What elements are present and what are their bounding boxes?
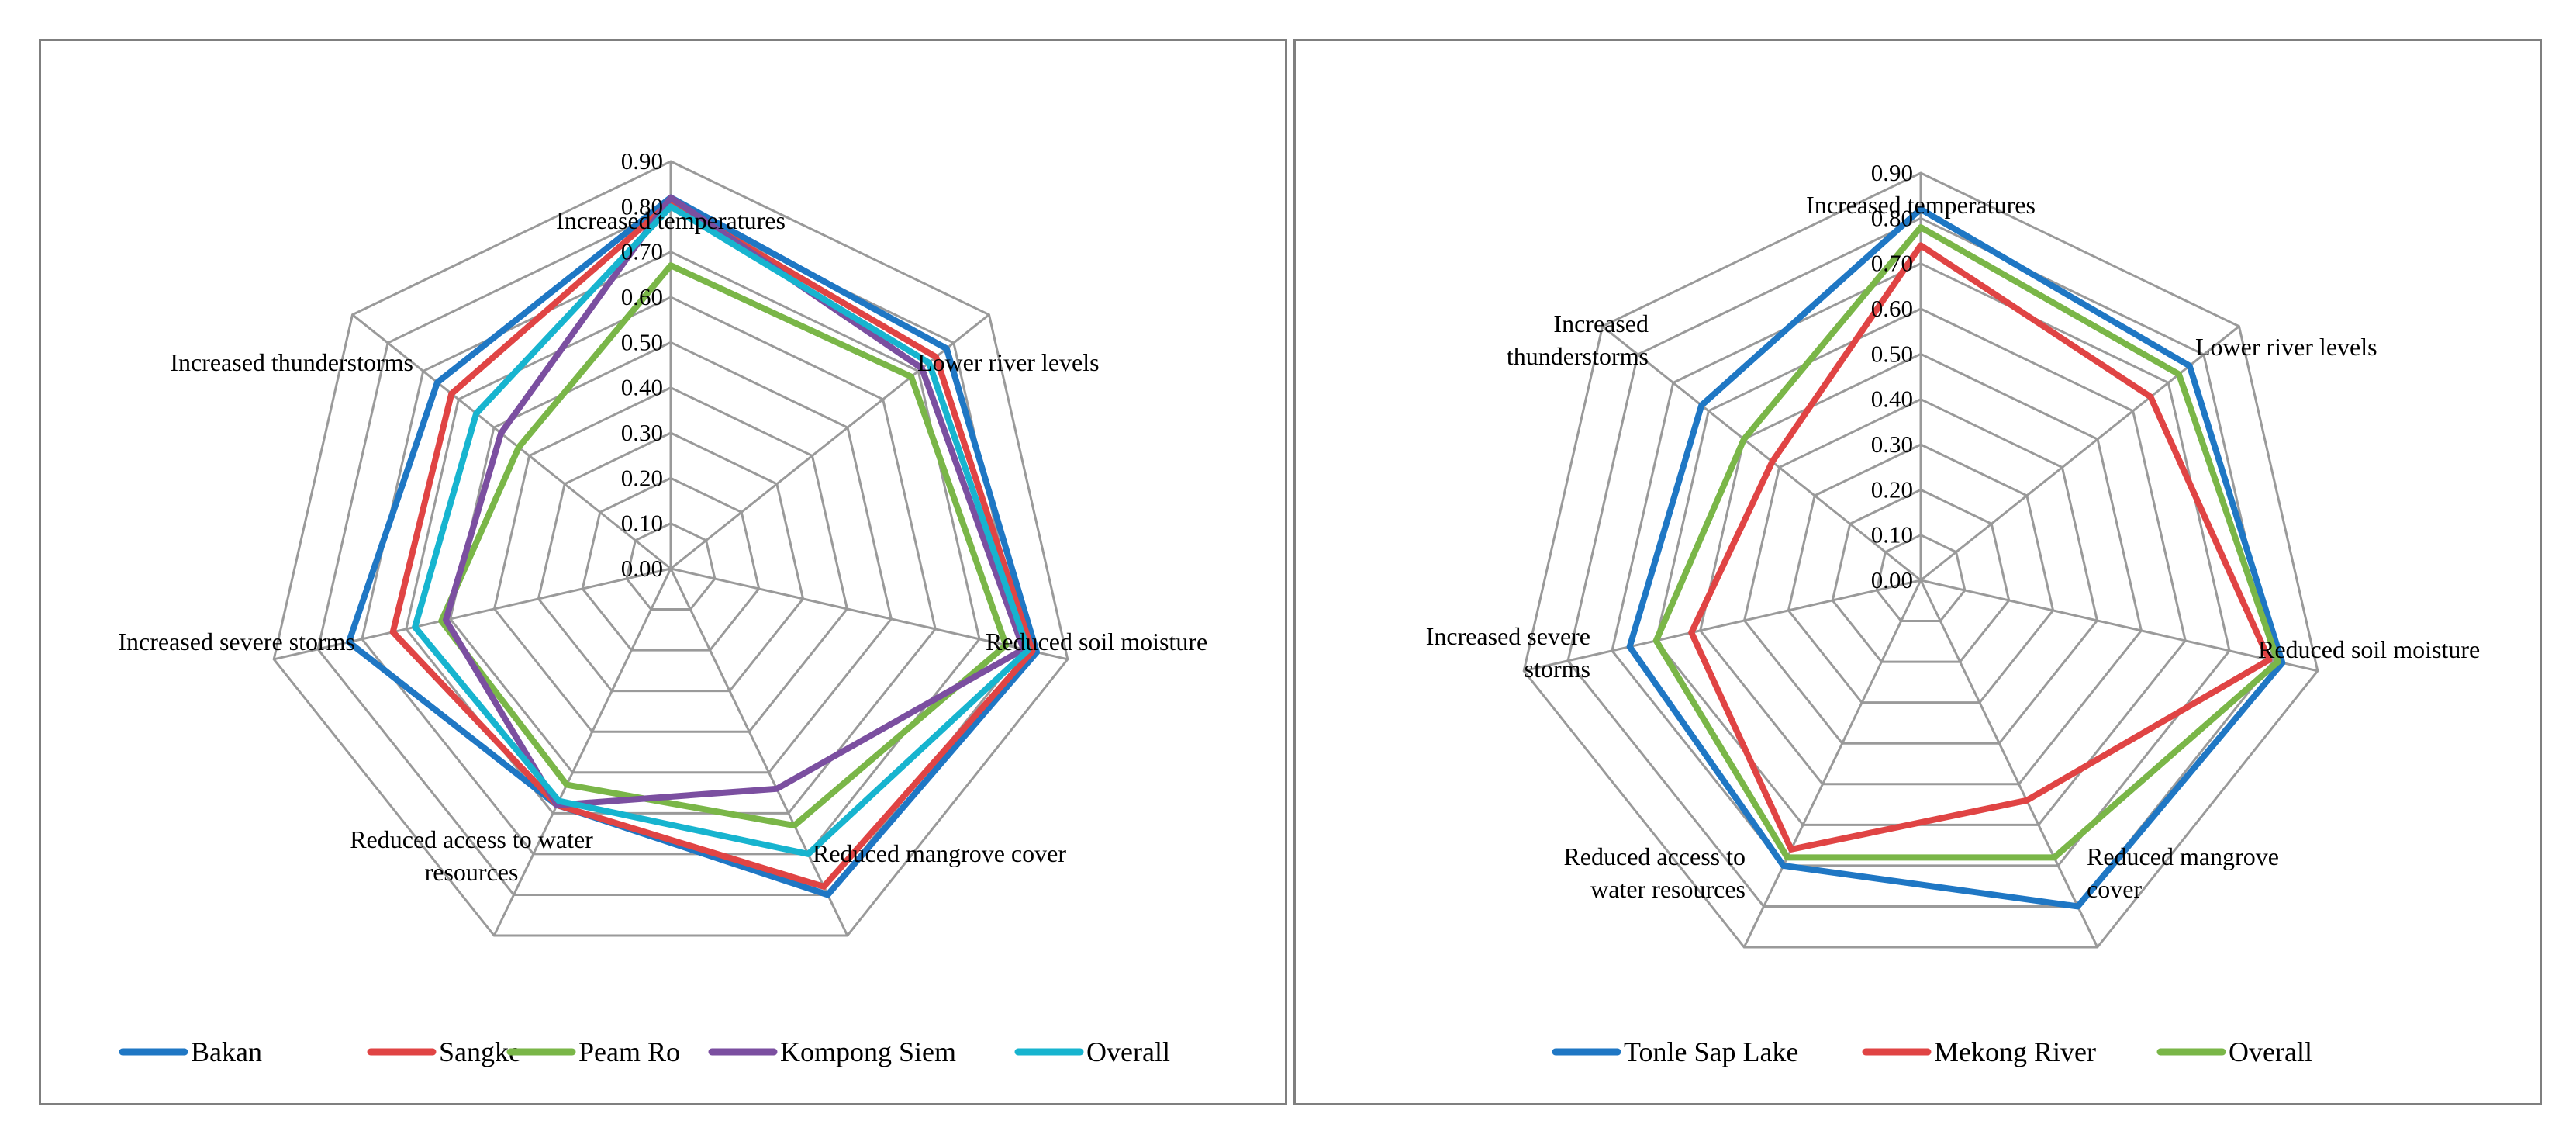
tick-labels: 0.00 0.10 0.20 0.30 0.40 0.50 0.60 0.70 0.80 0.90 — [621, 147, 663, 582]
axis-label: Reduced mangrove cover — [813, 839, 1066, 867]
grid-spoke — [670, 567, 1069, 661]
right-radar-chart: 0.00 0.10 0.20 0.30 0.40 0.50 0.60 0.70 0.80 0.90… — [1426, 159, 2480, 1067]
tick-label: 0.70 — [621, 238, 663, 265]
legend-label: Peam Ro — [578, 1036, 680, 1067]
series-line-kompong-siem — [442, 194, 1027, 808]
grid-ring — [1566, 216, 2275, 908]
axis-label: Lower river levels — [2195, 333, 2377, 361]
legend-label: Kompong Siem — [780, 1036, 956, 1067]
grid-ring — [1611, 262, 2231, 867]
tick-label: 0.40 — [1871, 386, 1913, 413]
legend-label: Overall — [2229, 1036, 2312, 1067]
grid-spoke — [273, 567, 672, 661]
grid-ring — [316, 205, 1025, 896]
axis-label: Lower river levels — [917, 348, 1100, 376]
axis-label: Reduced mangrove cover — [2087, 842, 2279, 903]
legend: Tonle Sap Lake Mekong River Overall — [1552, 1036, 2312, 1067]
left-radar-chart: 0.00 0.10 0.20 0.30 0.40 0.50 0.60 0.70 0.80 0.90… — [118, 147, 1207, 1067]
tick-label: 0.70 — [1871, 250, 1913, 277]
tick-label: 0.20 — [621, 464, 663, 491]
axis-label: Reduced access to water resources — [350, 825, 593, 886]
legend: Bakan Sangke Peam Ro Kompong Siem Overall — [119, 1036, 1170, 1067]
grid-ring — [449, 341, 893, 774]
radar-grid — [272, 160, 1069, 937]
grid-ring — [537, 431, 805, 693]
grid-ring — [1522, 171, 2319, 949]
tick-label: 0.90 — [1871, 159, 1913, 186]
axis-label: Increased severe storms — [118, 628, 355, 656]
series-line-bakan — [345, 194, 1041, 898]
grid-ring — [492, 386, 849, 733]
grid-ring — [1831, 488, 2011, 663]
tick-label: 0.00 — [621, 555, 663, 582]
tick-label: 0.30 — [621, 419, 663, 446]
tick-label: 0.00 — [1871, 566, 1913, 593]
grid-spoke — [1523, 579, 1922, 673]
grid-ring — [1787, 443, 2055, 704]
series-line-tonle-sap-lake — [1626, 206, 2286, 910]
tick-label: 0.20 — [1871, 476, 1913, 503]
series-line-overall — [412, 203, 1031, 857]
axis-label: Reduced soil moisture — [986, 628, 1207, 656]
axis-label: Increased temperatures — [556, 206, 786, 234]
axis-labels: Increased temperatures Lower river levels… — [1426, 191, 2480, 903]
grid-ring — [272, 160, 1069, 937]
grid-spoke — [1920, 325, 2240, 582]
grid-spoke — [492, 568, 672, 936]
tick-label: 0.90 — [621, 147, 663, 175]
tick-label: 0.40 — [621, 374, 663, 401]
grid-ring — [405, 296, 937, 815]
grid-ring — [1742, 398, 2099, 745]
grid-spoke — [1742, 579, 1922, 948]
grid-spoke — [669, 568, 849, 936]
series-line-overall — [1652, 224, 2281, 861]
tick-label: 0.10 — [621, 510, 663, 537]
right-radar-chart-panel: 0.00 0.10 0.20 0.30 0.40 0.50 0.60 0.70 0.80 0.90… — [1293, 39, 2542, 1105]
grid-spoke — [351, 313, 672, 570]
legend-label: Tonle Sap Lake — [1624, 1036, 1798, 1067]
legend-label: Bakan — [191, 1036, 262, 1067]
tick-label: 0.50 — [1871, 340, 1913, 367]
grid-ring — [581, 476, 761, 652]
axis-label: Reduced soil moisture — [2258, 635, 2480, 663]
tick-labels: 0.00 0.10 0.20 0.30 0.40 0.50 0.60 0.70 0.80 0.90 — [1871, 159, 1913, 593]
grid-spoke — [1920, 579, 2319, 673]
axis-label: Increased severe storms — [1426, 622, 1590, 683]
grid-spoke — [1601, 325, 1922, 582]
tick-label: 0.30 — [1871, 431, 1913, 458]
left-radar-chart-panel: 0.00 0.10 0.20 0.30 0.40 0.50 0.60 0.70 0.80 0.90… — [39, 39, 1287, 1105]
grid-ring — [625, 522, 717, 611]
axis-label: Reduced access to water resources — [1563, 842, 1746, 903]
series-line-mekong-river — [1688, 242, 2273, 853]
legend-label: Mekong River — [1934, 1036, 2096, 1067]
tick-label: 0.60 — [1871, 295, 1913, 322]
grid-ring — [361, 251, 981, 856]
tick-label: 0.80 — [1871, 204, 1913, 231]
axis-label: Increased thunderstorms — [1507, 310, 1649, 370]
series-line-sangke — [389, 199, 1036, 890]
legend-label: Overall — [1086, 1036, 1170, 1067]
tick-label: 0.50 — [621, 328, 663, 355]
axis-label: Increased temperatures — [1806, 191, 2036, 219]
tick-label: 0.60 — [621, 283, 663, 310]
axis-label: Increased thunderstorms — [170, 348, 413, 376]
axis-labels: Increased temperatures Lower river levels… — [118, 206, 1207, 886]
grid-spoke — [1919, 579, 2099, 948]
series-line-peam-ro — [438, 262, 1010, 829]
grid-ring — [1875, 534, 1967, 623]
tick-label: 0.80 — [621, 192, 663, 220]
tick-label: 0.10 — [1871, 521, 1913, 548]
radar-grid — [1522, 171, 2319, 949]
grid-ring — [1699, 352, 2143, 786]
